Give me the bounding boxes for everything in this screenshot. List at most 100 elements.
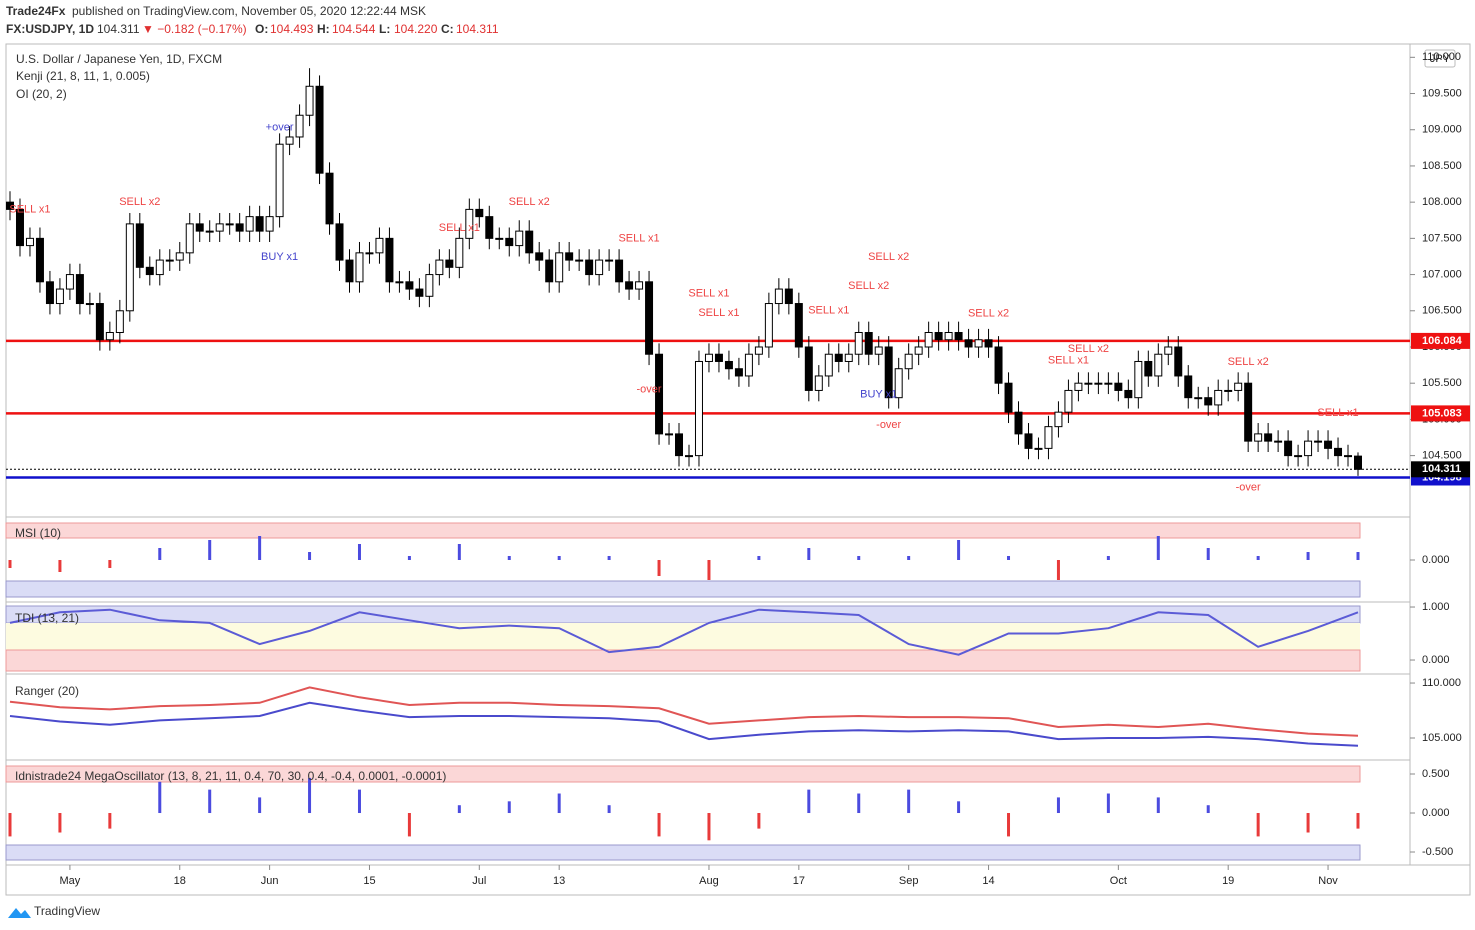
candle-body bbox=[1224, 389, 1233, 392]
candle-body bbox=[35, 237, 44, 283]
candle-body bbox=[245, 216, 254, 232]
histogram-bar bbox=[757, 813, 761, 829]
y-tick-label: -0.500 bbox=[1422, 846, 1453, 858]
price-tag bbox=[1411, 405, 1470, 422]
candle-body bbox=[615, 259, 624, 283]
histogram-bar bbox=[1206, 548, 1210, 560]
signal-label: +over bbox=[266, 121, 294, 133]
candle-body bbox=[904, 353, 913, 370]
candle-body bbox=[1094, 382, 1103, 385]
candle-body bbox=[105, 332, 114, 341]
candle-body bbox=[395, 281, 404, 284]
candle-body bbox=[1174, 346, 1183, 377]
y-tick-label: 0.000 bbox=[1422, 654, 1450, 666]
candle-body bbox=[515, 230, 524, 247]
candle-body bbox=[405, 281, 414, 290]
candle-body bbox=[1154, 353, 1163, 377]
histogram-bar bbox=[1007, 813, 1011, 837]
candle-body bbox=[1354, 455, 1362, 470]
candle-body bbox=[475, 208, 484, 218]
candle-body bbox=[714, 353, 723, 362]
ohlc-label: L: bbox=[379, 22, 390, 36]
candle-body bbox=[1144, 360, 1153, 377]
candle-body bbox=[175, 252, 184, 261]
candle-body bbox=[1044, 426, 1053, 449]
histogram-bar bbox=[557, 556, 561, 560]
histogram-bar bbox=[1156, 797, 1160, 814]
candle-body bbox=[655, 353, 664, 435]
candle-body bbox=[884, 346, 893, 399]
histogram-bar bbox=[457, 544, 461, 560]
candle-body bbox=[1054, 411, 1063, 428]
currency-box[interactable] bbox=[1424, 49, 1456, 68]
histogram-bar bbox=[657, 560, 661, 576]
y-tick-label: 105.500 bbox=[1422, 377, 1462, 389]
histogram-bar bbox=[1206, 805, 1210, 814]
signal-label: BUY x1 bbox=[860, 389, 897, 401]
currency[interactable]: JPY bbox=[1430, 53, 1451, 65]
x-tick-label: Jun bbox=[261, 875, 279, 887]
y-tick-label: 110.000 bbox=[1422, 677, 1461, 689]
signal-label: SELL x2 bbox=[868, 251, 909, 263]
candle-body bbox=[864, 332, 873, 355]
band bbox=[5, 522, 1361, 539]
candle-body bbox=[1314, 440, 1323, 443]
candle-body bbox=[345, 259, 354, 283]
histogram-bar bbox=[557, 793, 561, 814]
candle-body bbox=[804, 346, 813, 391]
candle-body bbox=[934, 332, 943, 341]
candle-body bbox=[145, 266, 154, 276]
candle-body bbox=[485, 216, 494, 239]
candle-body bbox=[1334, 447, 1343, 457]
ohlc-label: H: bbox=[317, 22, 330, 36]
indicator-line bbox=[9, 701, 1359, 747]
candle-body bbox=[455, 237, 464, 268]
candle-body bbox=[704, 353, 713, 362]
candle-body bbox=[1304, 440, 1313, 457]
candle-body bbox=[794, 303, 803, 348]
x-tick-label: Jul bbox=[472, 875, 486, 887]
x-tick-label: Nov bbox=[1318, 875, 1338, 887]
ohlc-label: O: bbox=[255, 22, 268, 36]
candle-body bbox=[675, 433, 684, 457]
histogram-bar bbox=[108, 813, 112, 829]
signal-label: BUY x1 bbox=[261, 251, 298, 263]
histogram-bar bbox=[607, 556, 611, 560]
x-tick-label: May bbox=[60, 875, 81, 887]
candle-body bbox=[1024, 433, 1033, 449]
candle-body bbox=[335, 223, 344, 261]
chart-title: U.S. Dollar / Japanese Yen, 1D, FXCM bbox=[16, 52, 222, 66]
symbol: FX:USDJPY, 1D bbox=[6, 22, 94, 36]
change: ▼ −0.182 (−0.17%) bbox=[142, 22, 247, 36]
brand-logo bbox=[8, 908, 31, 918]
candle-body bbox=[45, 281, 54, 305]
candle-body bbox=[784, 288, 793, 305]
candle-body bbox=[1204, 397, 1213, 406]
price-tag bbox=[1411, 332, 1470, 349]
signal-label: SELL x1 bbox=[808, 305, 849, 317]
candle-body bbox=[994, 346, 1003, 384]
candle-body bbox=[754, 346, 763, 355]
y-tick-label: 108.000 bbox=[1422, 196, 1462, 208]
candle-body bbox=[1294, 455, 1303, 458]
signal-label: SELL x2 bbox=[848, 280, 889, 292]
candle-body bbox=[834, 353, 843, 362]
histogram-bar bbox=[607, 805, 611, 814]
histogram-bar bbox=[208, 789, 212, 814]
candle-body bbox=[1134, 360, 1143, 399]
histogram-bar bbox=[1306, 813, 1310, 833]
band bbox=[5, 765, 1361, 783]
candle-body bbox=[365, 252, 374, 255]
candle-body bbox=[125, 223, 134, 312]
candle-body bbox=[1114, 382, 1123, 391]
band bbox=[5, 605, 1361, 624]
candle-body bbox=[285, 136, 294, 145]
candle-body bbox=[814, 375, 823, 391]
y-tick-label: 0.500 bbox=[1422, 768, 1450, 780]
candle-body bbox=[764, 303, 773, 348]
price-tag bbox=[1411, 461, 1470, 478]
x-tick-label: 13 bbox=[553, 875, 565, 887]
candle-body bbox=[1274, 440, 1283, 443]
candle-body bbox=[205, 230, 214, 233]
histogram-bar bbox=[8, 813, 12, 837]
